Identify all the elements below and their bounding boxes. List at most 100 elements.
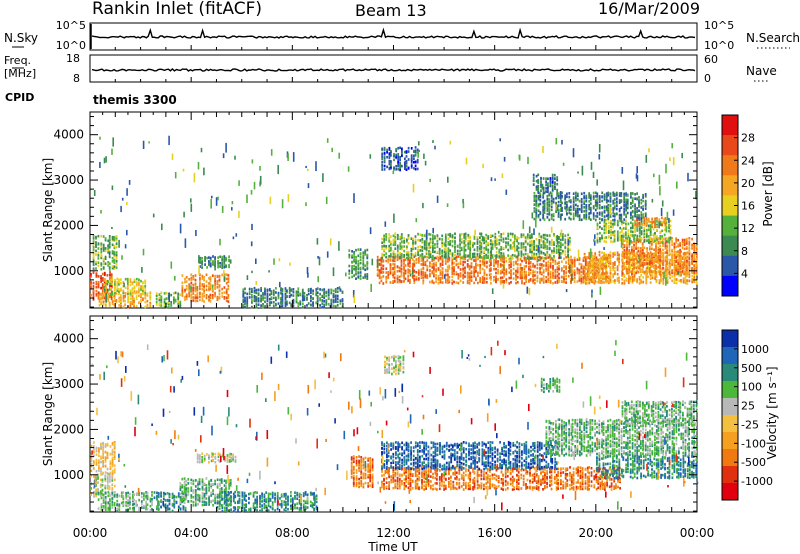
scatter-region-10 xyxy=(545,418,697,457)
freq-unit-label: [MHz] xyxy=(4,67,36,80)
sparse-echoes xyxy=(93,135,697,303)
y-tick-label: 4000 xyxy=(53,332,84,346)
y-tick-label: 3000 xyxy=(53,377,84,391)
scatter-region-7 xyxy=(350,455,374,489)
x-axis-label: Time UT xyxy=(367,540,418,554)
y-tick-label: 2000 xyxy=(53,218,84,232)
nsearch-tick-bottom: 10^0 xyxy=(704,39,734,52)
colorbar-tick-label: -1000 xyxy=(741,475,773,488)
x-tick-label: 08:00 xyxy=(275,526,310,540)
date-title: 16/Mar/2009 xyxy=(598,0,700,18)
colorbar-tick-label: 1000 xyxy=(741,343,769,356)
y-tick-label: 1000 xyxy=(53,264,84,278)
freq-trace xyxy=(91,68,696,72)
velocity-ylabel: Slant Range [km] xyxy=(41,362,55,466)
colorbar-tick-label: 25 xyxy=(741,400,755,413)
velocity-colorbar-label: Velocity [m s⁻¹] xyxy=(765,366,779,459)
y-tick-label: 3000 xyxy=(53,173,84,187)
colorbar-tick-label: -100 xyxy=(741,437,766,450)
scatter-region-16 xyxy=(381,146,419,172)
scatter-region-13 xyxy=(384,354,405,376)
scatter-region-2 xyxy=(98,291,152,309)
scatter-region-1 xyxy=(90,441,116,475)
colorbar-segment xyxy=(722,255,738,277)
colorbar-segment xyxy=(722,347,738,365)
nsky-trace xyxy=(91,27,696,39)
strip-traces xyxy=(89,24,698,82)
y-tick-label: 4000 xyxy=(53,128,84,142)
nave-label: Nave xyxy=(746,64,777,78)
scatter-region-8 xyxy=(376,255,609,285)
colorbar-tick-label: 500 xyxy=(741,362,762,375)
colorbar-tick-label: 8 xyxy=(741,245,748,258)
scatter-region-15 xyxy=(532,173,559,194)
scatter-region-9 xyxy=(381,232,571,260)
colorbar-segment xyxy=(722,483,738,501)
station-title: Rankin Inlet (fitACF) xyxy=(92,0,262,19)
colorbar-segment xyxy=(722,215,738,237)
cpid-value: themis 3300 xyxy=(93,93,177,107)
colorbar-segment xyxy=(722,235,738,257)
colorbar-tick-label: 16 xyxy=(741,200,755,213)
scatter-region-14 xyxy=(540,377,561,394)
colorbar-segment xyxy=(722,432,738,450)
colorbar-segment xyxy=(722,175,738,196)
colorbar-segment xyxy=(722,330,738,348)
colorbar-segment xyxy=(722,381,738,399)
colorbar-segment xyxy=(722,415,738,433)
colorbar-tick-label: 100 xyxy=(741,381,762,394)
x-tick-labels: 00:00 04:00 08:00 12:00 16:00 20:00 00:00 xyxy=(73,526,715,540)
scatter-region-12 xyxy=(621,400,698,426)
x-tick-label: 00:00 xyxy=(680,526,715,540)
scatter-region-11 xyxy=(621,236,698,276)
colorbar-segment xyxy=(722,155,738,176)
power-ylabel: Slant Range [km] xyxy=(41,158,55,262)
power-data xyxy=(90,135,698,309)
colorbar-tick-label: 24 xyxy=(741,154,755,167)
x-tick-label: 16:00 xyxy=(477,526,512,540)
freq-tick-bottom: 8 xyxy=(73,72,80,85)
power-panel: 1000 2000 3000 4000 Slant Range [km] xyxy=(41,111,698,309)
beam-title: Beam 13 xyxy=(355,1,427,20)
y-tick-label: 2000 xyxy=(53,422,84,436)
velocity-colorbar: -1000 -500 -100 -25 25 100 500 1000 xyxy=(721,329,773,501)
velocity-axes: 1000 2000 3000 4000 xyxy=(53,316,698,512)
colorbar-segment xyxy=(722,449,738,467)
scatter-region-4 xyxy=(179,477,232,507)
colorbar-tick-label: 28 xyxy=(741,132,755,145)
colorbar-segment xyxy=(722,398,738,416)
scatter-region-8 xyxy=(381,465,621,491)
power-colorbar: 4 8 12 16 20 24 28 xyxy=(721,114,755,297)
nave-tick-top: 60 xyxy=(704,53,718,66)
scatter-region-14 xyxy=(533,191,647,222)
nsearch-label: N.Search xyxy=(746,31,800,45)
scatter-region-17 xyxy=(242,286,344,309)
sparse-echoes xyxy=(91,340,699,511)
scatter-region-2 xyxy=(97,490,153,513)
scatter-region-3 xyxy=(103,277,147,296)
colorbar-segment xyxy=(722,135,738,156)
colorbar-tick-label: -500 xyxy=(741,456,766,469)
colorbar-segment xyxy=(722,195,738,216)
nsky-tick-bottom: 10^0 xyxy=(56,39,86,52)
power-colorbar-label: Power [dB] xyxy=(761,161,775,226)
power-axes: 1000 2000 3000 4000 xyxy=(53,112,698,308)
scatter-region-9 xyxy=(381,440,558,471)
colorbar-segment xyxy=(722,466,738,484)
scatter-region-1 xyxy=(92,234,118,271)
x-tick-label: 20:00 xyxy=(579,526,614,540)
nsky-tick-top: 10^5 xyxy=(56,19,86,32)
cpid-label: CPID xyxy=(5,91,34,104)
nsearch-tick-top: 10^5 xyxy=(704,19,734,32)
scatter-region-5 xyxy=(196,452,237,464)
scatter-region-4 xyxy=(181,273,230,303)
colorbar-segment xyxy=(722,115,738,136)
x-tick-label: 04:00 xyxy=(174,526,209,540)
colorbar-tick-label: 20 xyxy=(741,177,755,190)
nave-tick-bottom: 0 xyxy=(704,72,711,85)
velocity-panel: 1000 2000 3000 4000 Slant Range [km] xyxy=(41,315,699,513)
y-tick-label: 1000 xyxy=(53,468,84,482)
x-tick-label: 12:00 xyxy=(376,526,411,540)
colorbar-tick-label: 4 xyxy=(741,267,748,280)
